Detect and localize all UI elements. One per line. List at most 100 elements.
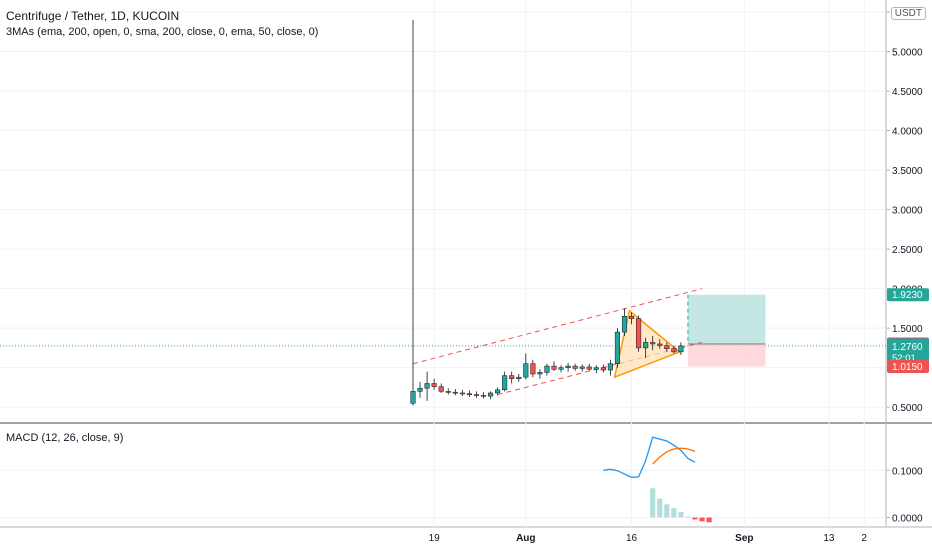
candle-body-down: [671, 348, 677, 353]
candle: [572, 363, 578, 371]
macd-histogram-bar: [664, 504, 670, 518]
candle: [480, 392, 487, 399]
candle: [671, 345, 677, 354]
macd-histogram-bar: [699, 517, 705, 522]
price-tag-label: 1.0150: [892, 362, 923, 373]
candle: [551, 361, 557, 371]
price-tag-label: 1.9230: [892, 290, 923, 301]
candle-body-down: [586, 366, 592, 370]
price-tick-label: 2.5000: [892, 245, 923, 256]
ma-indicator-legend[interactable]: 3MAs (ema, 200, open, 0, sma, 200, close…: [6, 26, 319, 38]
candle: [607, 359, 613, 376]
candle: [621, 308, 628, 337]
candle-body-up: [558, 367, 564, 370]
candle: [452, 389, 458, 396]
candle-body-up: [544, 365, 550, 373]
candle: [544, 363, 550, 376]
candle: [678, 342, 684, 356]
macd-histogram-bar: [650, 488, 656, 518]
candle: [579, 364, 585, 372]
candle-body-down: [452, 391, 458, 394]
candle: [664, 342, 670, 352]
macd-tick-label: 0.1000: [892, 466, 923, 477]
candle-body-up: [621, 316, 628, 333]
candle: [586, 363, 592, 371]
time-tick-label: Aug: [516, 533, 535, 544]
candle-body-up: [607, 363, 613, 371]
macd-pane: [603, 436, 712, 523]
candle: [614, 328, 621, 368]
candle: [410, 19, 416, 406]
price-tick-label: 4.5000: [892, 87, 923, 98]
candle-body-up: [417, 387, 423, 392]
channel-upper-line: [412, 288, 703, 365]
symbol-title[interactable]: Centrifuge / Tether, 1D, KUCOIN: [6, 9, 180, 23]
candle-body-up: [495, 389, 501, 394]
price-tick-label: 3.5000: [892, 166, 923, 177]
candle: [424, 371, 430, 401]
macd-tick-label: 0.0000: [892, 514, 923, 525]
candle-body-down: [664, 345, 670, 349]
macd-histogram-bar: [671, 508, 677, 518]
price-candles: [410, 19, 684, 406]
candle-body-down: [459, 392, 465, 395]
time-axis: 19 Aug 16 Sep 13 2: [429, 533, 868, 544]
price-axis: 0.50001.00001.50002.00002.50003.00003.50…: [886, 8, 923, 525]
candle: [459, 389, 465, 397]
candle-body-down: [657, 343, 663, 346]
candle: [636, 315, 642, 352]
candle: [593, 365, 599, 374]
candle: [417, 381, 423, 398]
candle: [473, 391, 479, 398]
currency-unit-button[interactable]: USDT: [890, 7, 926, 20]
price-tag-box: [887, 359, 929, 373]
candle: [565, 362, 571, 372]
candle-body-up: [410, 391, 416, 404]
candle-body-up: [516, 376, 522, 379]
price-tick-label: 1.5000: [892, 324, 923, 335]
candle: [509, 371, 515, 384]
macd-line: [603, 436, 696, 479]
candle-body-up: [614, 331, 621, 364]
candle-body-up: [523, 363, 529, 378]
price-tag-stop: 1.0150: [887, 359, 929, 373]
target-zone: [687, 294, 766, 344]
candle: [530, 359, 536, 378]
stop-zone: [687, 343, 766, 367]
macd-indicator-legend[interactable]: MACD (12, 26, close, 9): [6, 432, 124, 444]
macd-histogram-bar: [678, 511, 684, 518]
candle-body-up: [502, 375, 508, 391]
candle-body-down: [572, 365, 578, 369]
time-tick-label: Sep: [735, 533, 753, 544]
price-tag-target: 1.9230: [887, 288, 929, 302]
candle-body-down: [650, 342, 656, 345]
candle-body-up: [488, 392, 494, 397]
candle-body-down: [509, 375, 515, 379]
macd-histogram-bar: [692, 517, 698, 520]
candle-body-up: [593, 367, 599, 370]
time-tick-label: 19: [429, 533, 441, 544]
price-tick-label: 3.0000: [892, 206, 923, 217]
candle: [516, 373, 522, 382]
candle: [466, 390, 472, 397]
price-tag-label: 1.2760: [892, 342, 923, 353]
candle-body-down: [600, 367, 606, 371]
candle-body-down: [551, 365, 557, 370]
candle: [495, 387, 501, 396]
macd-histogram-bar: [657, 498, 663, 518]
candle-body-down: [473, 394, 479, 396]
candle-body-up: [678, 345, 684, 353]
candle: [600, 364, 606, 373]
candle-body-up: [565, 365, 571, 368]
price-tick-label: 5.0000: [892, 48, 923, 59]
price-tick-label: 0.5000: [892, 403, 923, 414]
candle: [650, 336, 656, 351]
price-tag-countdown: 52:01: [892, 353, 916, 364]
candle-body-up: [579, 366, 585, 369]
candle-body-down: [480, 395, 487, 397]
price-tick-label: 4.0000: [892, 127, 923, 138]
